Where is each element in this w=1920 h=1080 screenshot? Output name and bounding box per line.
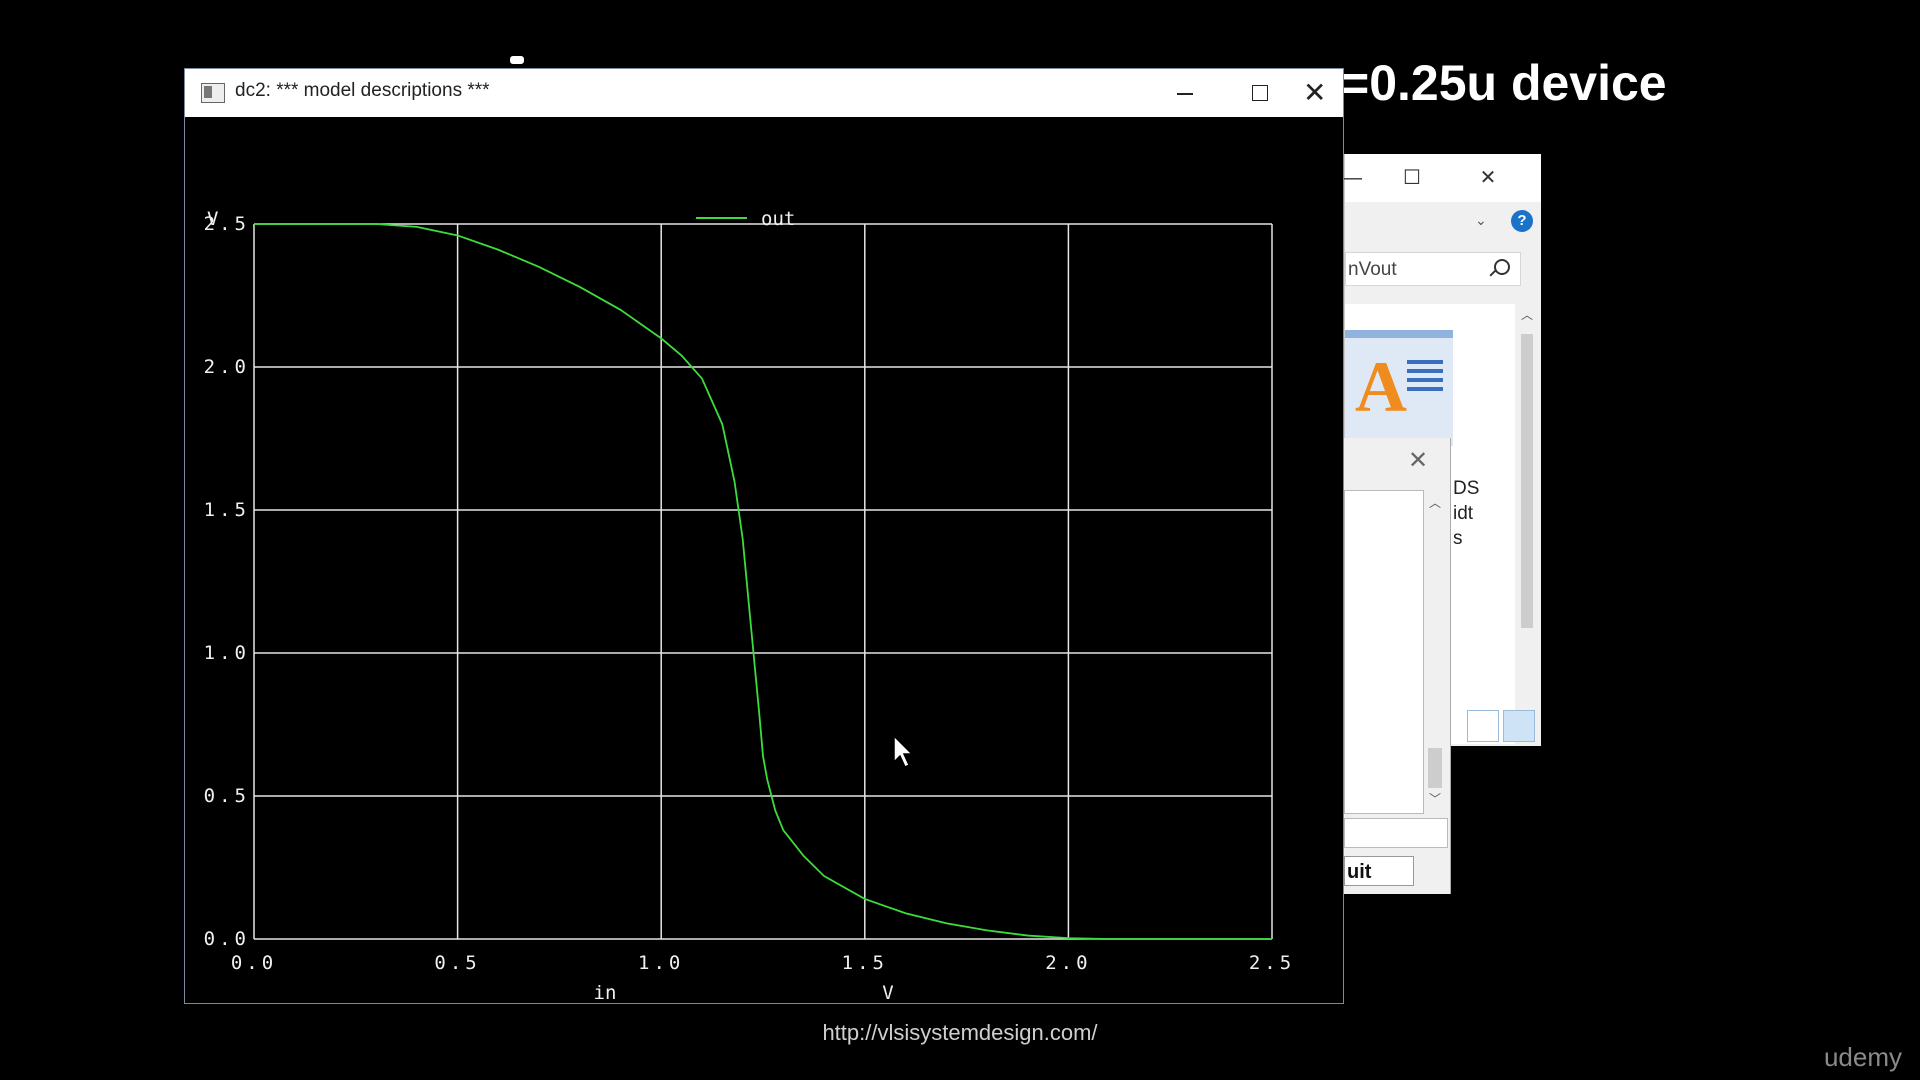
dialog-list[interactable] [1344, 490, 1424, 814]
y-tick-label: 0.5 [204, 785, 250, 807]
x-tick-label: 0.5 [434, 952, 480, 974]
minimize-icon[interactable]: — [1342, 167, 1362, 189]
text-lines-icon [1407, 360, 1443, 394]
close-button[interactable]: ✕ [1285, 73, 1341, 113]
close-icon[interactable]: ✕ [1479, 167, 1497, 189]
scroll-thumb[interactable] [1521, 334, 1533, 628]
search-icon[interactable] [1494, 259, 1510, 275]
x-tick-label: 2.5 [1249, 952, 1295, 974]
details-line: s [1453, 528, 1463, 549]
maximize-button[interactable] [1232, 73, 1288, 113]
view-toggle [1467, 710, 1539, 747]
x-tick-label: 1.5 [842, 952, 888, 974]
plot-window-titlebar[interactable]: dc2: *** model descriptions *** ✕ [185, 69, 1343, 117]
app-window-icon[interactable] [201, 83, 225, 103]
dialog-input-field[interactable] [1344, 818, 1448, 848]
search-value: nVout [1348, 259, 1397, 280]
x-tick-label: 1.0 [638, 952, 684, 974]
x-tick-label: 2.0 [1045, 952, 1091, 974]
slide-title-fragment [510, 56, 524, 64]
large-icons-view-button[interactable] [1503, 710, 1535, 742]
slide-title: =0.25u device [1340, 55, 1667, 111]
details-text: DS idt s [1453, 476, 1479, 551]
y-tick-label: 2.0 [204, 356, 250, 378]
y-tick-label: 1.0 [204, 642, 250, 664]
vertical-scrollbar[interactable]: ︿ ﹀ [1515, 304, 1539, 744]
x-axis-unit-label: V [882, 982, 893, 1003]
details-line: DS [1453, 478, 1480, 499]
mouse-pointer-icon [893, 734, 914, 769]
x-axis-label: in [594, 982, 617, 1003]
font-letter-icon: A [1355, 347, 1407, 427]
details-view-button[interactable] [1467, 710, 1499, 742]
search-input[interactable]: nVout [1345, 252, 1521, 286]
x-tick-label: 0.0 [231, 952, 277, 974]
plot-window[interactable]: dc2: *** model descriptions *** ✕ 0.0 0.5… [184, 68, 1344, 1004]
document-file-icon[interactable]: A [1345, 330, 1453, 446]
dialog-window[interactable]: ✕ ︿ ﹀ uit [1344, 438, 1451, 894]
quit-button[interactable]: uit [1344, 856, 1414, 886]
y-tick-label: 0.0 [204, 928, 250, 950]
maximize-icon[interactable]: ☐ [1403, 167, 1421, 189]
footer-url: http://vlsisystemdesign.com/ [822, 1020, 1098, 1045]
scroll-up-icon[interactable]: ︿ [1520, 308, 1533, 322]
dialog-list-scrollbar[interactable]: ︿ ﹀ [1424, 490, 1446, 812]
minimize-icon [1177, 93, 1193, 95]
legend-label: out [761, 208, 795, 230]
scroll-thumb[interactable] [1428, 748, 1442, 788]
minimize-button[interactable] [1157, 73, 1213, 113]
series-line-out [254, 223, 1272, 940]
close-icon: ✕ [1303, 77, 1327, 108]
scroll-down-icon[interactable]: ﹀ [1428, 792, 1441, 806]
chevron-down-icon[interactable]: ⌄ [1475, 212, 1487, 228]
watermark-logo: udemy [1823, 1042, 1902, 1072]
details-line: idt [1453, 503, 1474, 524]
scroll-up-icon[interactable]: ︿ [1428, 496, 1441, 510]
maximize-icon [1252, 85, 1268, 101]
close-icon[interactable]: ✕ [1408, 447, 1429, 474]
window-title: dc2: *** model descriptions *** [235, 80, 490, 101]
y-axis-unit-label: V [207, 208, 218, 230]
background-titlebar: — ☐ ✕ [1342, 154, 1541, 202]
help-icon[interactable]: ? [1511, 210, 1533, 232]
y-tick-label: 2.5 [204, 213, 250, 235]
y-tick-label: 1.5 [204, 499, 250, 521]
